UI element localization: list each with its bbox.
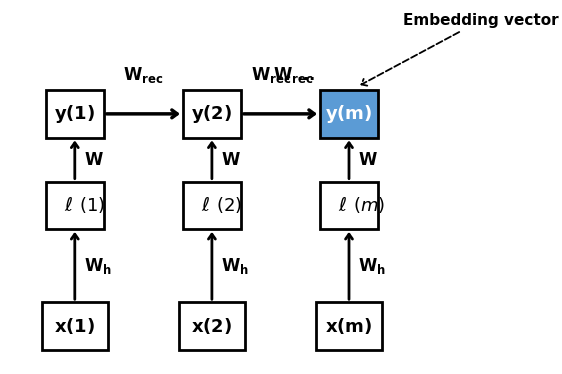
- Text: $\mathbf{x(1)}$: $\mathbf{x(1)}$: [55, 316, 96, 336]
- FancyBboxPatch shape: [46, 90, 104, 138]
- Text: $\mathbf{y(}$$\mathbf{2)}$: $\mathbf{y(}$$\mathbf{2)}$: [191, 103, 233, 125]
- Text: $(1)$: $(1)$: [79, 195, 105, 215]
- FancyBboxPatch shape: [183, 181, 241, 229]
- Text: $\mathbf{W}$: $\mathbf{W}$: [358, 151, 378, 169]
- Text: $\mathbf{x(2)}$: $\mathbf{x(2)}$: [191, 316, 233, 336]
- FancyBboxPatch shape: [179, 302, 245, 350]
- Text: $\mathbf{W}_\mathbf{h}$: $\mathbf{W}_\mathbf{h}$: [221, 255, 249, 276]
- Text: $\mathbf{y(}$$\mathbf{1)}$: $\mathbf{y(}$$\mathbf{1)}$: [54, 103, 96, 125]
- Text: $\mathbf{W}_\mathbf{h}$: $\mathbf{W}_\mathbf{h}$: [358, 255, 386, 276]
- FancyBboxPatch shape: [46, 181, 104, 229]
- FancyBboxPatch shape: [316, 302, 382, 350]
- Text: $\mathbf{W}$: $\mathbf{W}$: [84, 151, 104, 169]
- Text: $\mathbf{W_{rec}}$: $\mathbf{W_{rec}}$: [274, 65, 314, 86]
- Text: $\mathbf{y(}$$\mathbf{m)}$: $\mathbf{y(}$$\mathbf{m)}$: [325, 103, 373, 125]
- FancyBboxPatch shape: [42, 302, 108, 350]
- Text: $(m)$: $(m)$: [353, 195, 385, 215]
- Text: $\mathbf{W}_\mathbf{h}$: $\mathbf{W}_\mathbf{h}$: [84, 255, 112, 276]
- Text: $\mathbf{W}$: $\mathbf{W}$: [221, 151, 241, 169]
- Text: $\mathbf{W_{rec}}$ ...: $\mathbf{W_{rec}}$ ...: [251, 65, 316, 86]
- FancyBboxPatch shape: [320, 90, 378, 138]
- Text: $\ell$: $\ell$: [64, 196, 72, 215]
- Text: $\ell$: $\ell$: [201, 196, 210, 215]
- Text: $\ell$: $\ell$: [338, 196, 347, 215]
- Text: Embedding vector: Embedding vector: [361, 13, 559, 86]
- FancyBboxPatch shape: [320, 181, 378, 229]
- Text: $(2)$: $(2)$: [216, 195, 242, 215]
- Text: $\mathbf{x(m)}$: $\mathbf{x(m)}$: [325, 316, 373, 336]
- Text: $\mathbf{W_{rec}}$: $\mathbf{W_{rec}}$: [123, 65, 164, 86]
- FancyBboxPatch shape: [183, 90, 241, 138]
